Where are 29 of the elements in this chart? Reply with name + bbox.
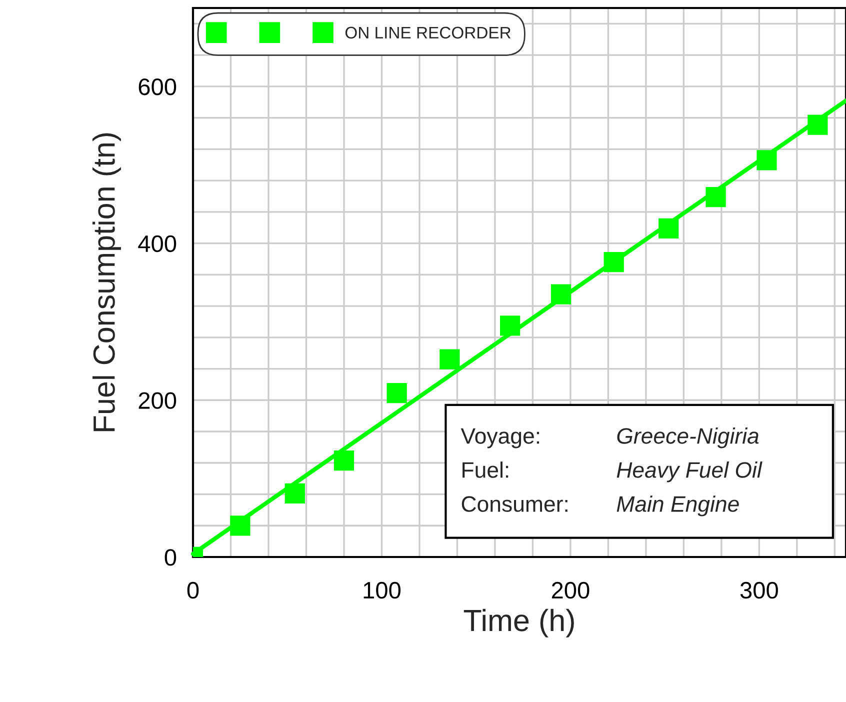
point <box>440 349 460 370</box>
point <box>500 316 520 336</box>
y-tick-label: 200 <box>138 392 176 409</box>
x-tick-label: 100 <box>364 582 401 599</box>
point <box>284 483 305 504</box>
point <box>604 252 624 272</box>
point <box>756 150 777 170</box>
point <box>658 218 679 238</box>
x-tick-label: 200 <box>552 582 590 599</box>
annotation: Consumer: <box>462 496 568 512</box>
x-tick-label: 0 <box>187 582 199 599</box>
y-axis-title: Fuel Consumption (tn) <box>92 133 121 432</box>
point <box>808 114 828 135</box>
y-tick-label: 400 <box>138 235 176 252</box>
annotation: Fuel: <box>462 462 508 478</box>
point <box>706 186 726 208</box>
point <box>230 516 250 536</box>
point <box>334 450 354 471</box>
annotation: Heavy Fuel Oil <box>616 462 762 482</box>
legend-label: ON LINE RECORDER <box>345 26 511 39</box>
point <box>550 284 572 304</box>
annotation: Greece-Nigiria <box>617 428 759 448</box>
y-tick-label: 600 <box>138 78 176 96</box>
x-axis-title: Time (h) <box>464 608 574 638</box>
x-tick-label: 300 <box>740 582 778 599</box>
annotation: Voyage: <box>460 428 540 448</box>
y-tick-label: 0 <box>164 549 176 566</box>
annotation: Main Engine <box>616 496 739 516</box>
point <box>386 383 407 404</box>
